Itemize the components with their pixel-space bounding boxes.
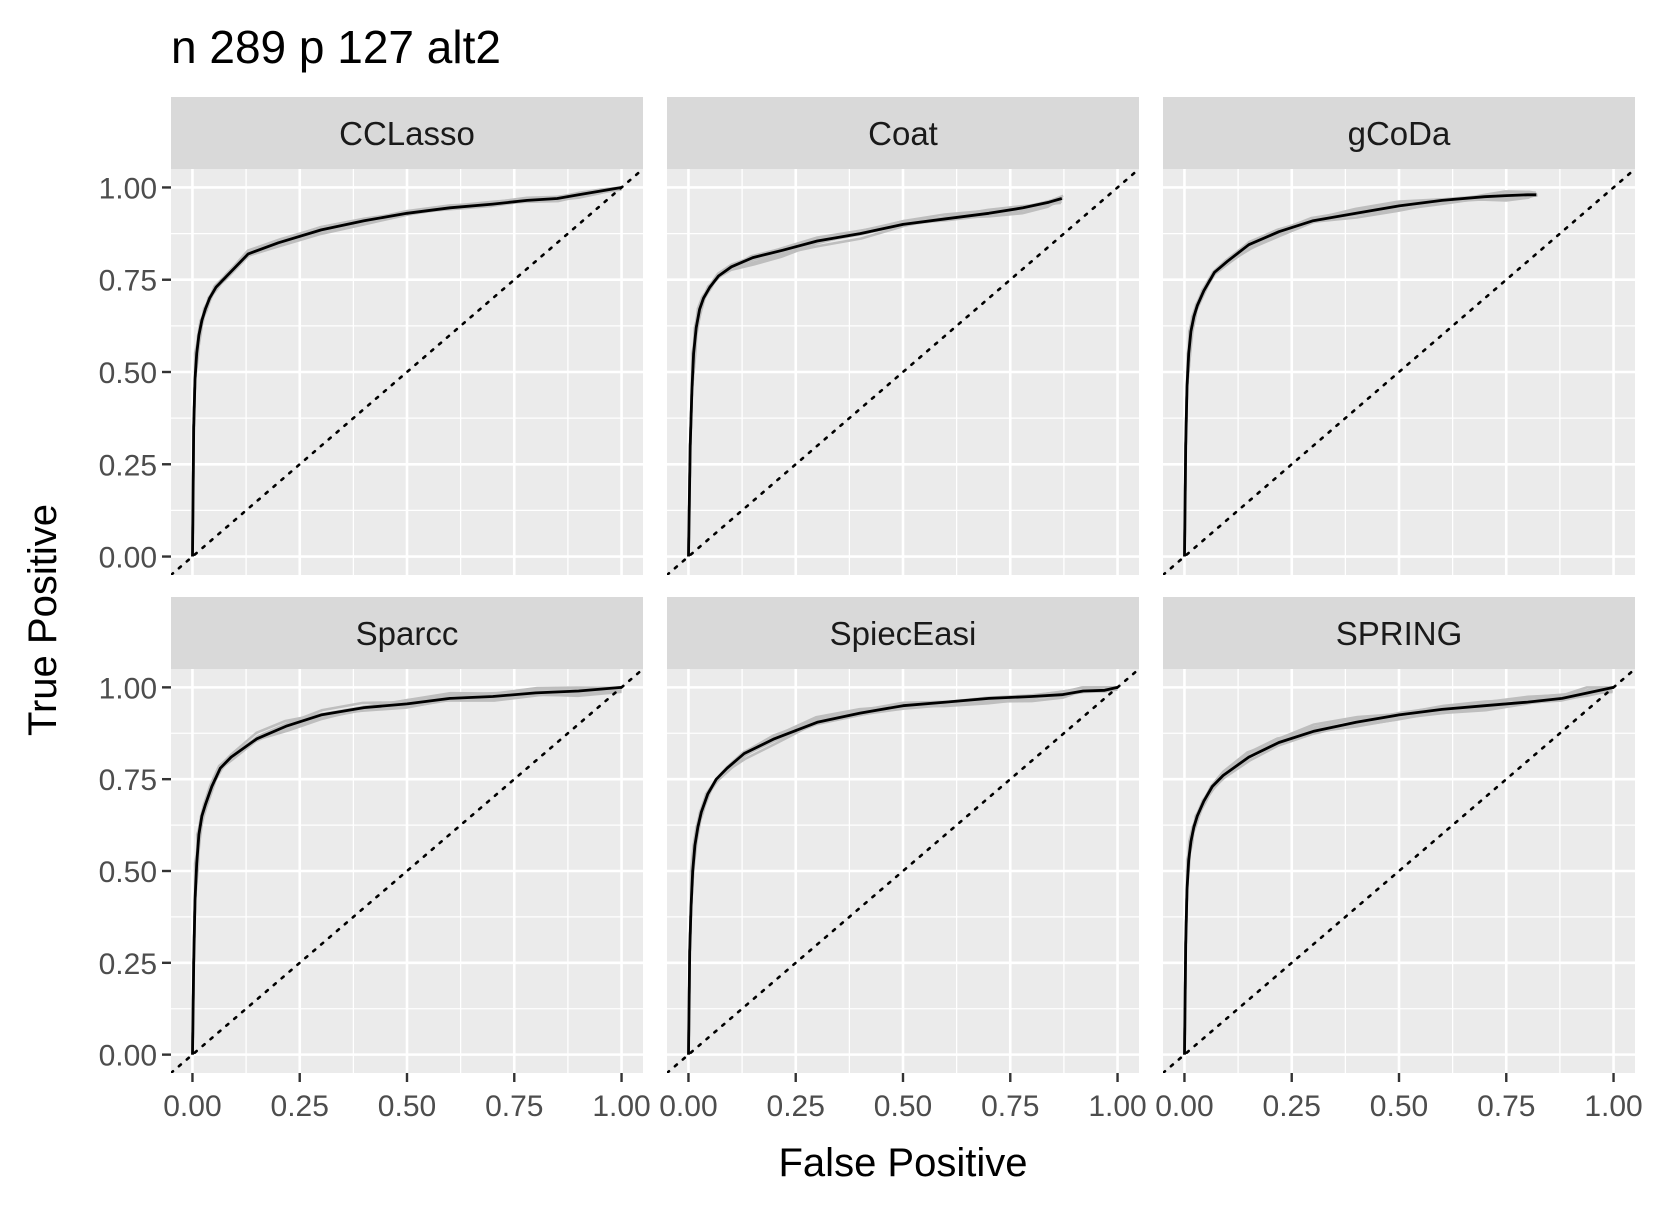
diagonal-reference-line [171, 169, 643, 575]
grid-lines [1163, 669, 1635, 1073]
y-axis: 0.00 0.25 0.50 0.75 1.00 [99, 172, 171, 575]
x-tick-label: 0.75 [1477, 1090, 1535, 1123]
y-tick-label: 0.25 [99, 449, 157, 482]
y-axis: 0.00 0.25 0.50 0.75 1.00 [99, 672, 171, 1073]
strip-label: Coat [868, 115, 938, 152]
x-tick-label: 1.00 [592, 1090, 650, 1123]
strip-label: SPRING [1336, 615, 1463, 652]
x-axis: 0.00 0.25 0.50 0.75 1.00 [1155, 1073, 1643, 1123]
panel-coat: Coat [667, 97, 1139, 575]
x-tick-label: 1.00 [1088, 1090, 1146, 1123]
curves [171, 669, 643, 1073]
y-tick-label: 1.00 [99, 672, 157, 705]
diagonal-reference-line [667, 169, 1139, 575]
x-tick-label: 0.50 [1370, 1090, 1428, 1123]
mean-roc-curve [687, 197, 1063, 557]
strip-label: SpiecEasi [830, 615, 977, 652]
strip-background [171, 597, 643, 669]
panel-spieceasi: SpiecEasi 0.00 0.25 0.50 0.75 1.00 [659, 597, 1147, 1123]
facet-panels: CCLasso 0.00 0.25 0.50 0.75 1.00 Coat gCoDa Spar… [99, 97, 1643, 1123]
diagonal-reference-line [1163, 669, 1635, 1073]
mean-roc-curve [1183, 193, 1537, 557]
panel-spring: SPRING 0.00 0.25 0.50 0.75 1.00 [1155, 597, 1643, 1123]
strip-label: CCLasso [339, 115, 475, 152]
x-tick-label: 0.00 [1155, 1090, 1213, 1123]
strip-label: gCoDa [1348, 115, 1451, 152]
strip-background [667, 97, 1139, 169]
x-tick-label: 0.50 [378, 1090, 436, 1123]
x-tick-label: 0.00 [659, 1090, 717, 1123]
panel-gcoda: gCoDa [1163, 97, 1635, 575]
y-tick-label: 0.25 [99, 948, 157, 981]
y-tick-label: 0.50 [99, 856, 157, 889]
x-tick-label: 0.25 [271, 1090, 329, 1123]
x-axis: 0.00 0.25 0.50 0.75 1.00 [659, 1073, 1147, 1123]
mean-roc-curve [687, 686, 1118, 1055]
y-tick-label: 0.00 [99, 542, 157, 575]
strip-background [667, 597, 1139, 669]
y-tick-label: 1.00 [99, 172, 157, 205]
diagonal-reference-line [1163, 169, 1635, 575]
y-axis-title: True Positive [21, 504, 65, 736]
curves [667, 669, 1139, 1073]
x-tick-label: 1.00 [1584, 1090, 1642, 1123]
x-tick-label: 0.75 [981, 1090, 1039, 1123]
x-tick-label: 0.25 [1263, 1090, 1321, 1123]
panel-cclasso: CCLasso 0.00 0.25 0.50 0.75 1.00 [99, 97, 643, 575]
strip-label: Sparcc [356, 615, 459, 652]
curves [171, 169, 643, 575]
mean-roc-curve [1183, 686, 1614, 1055]
x-axis-title: False Positive [779, 1141, 1028, 1185]
curves [1163, 169, 1635, 575]
strip-background [1163, 597, 1635, 669]
x-tick-label: 0.50 [874, 1090, 932, 1123]
curves [1163, 669, 1635, 1073]
y-tick-label: 0.75 [99, 764, 157, 797]
curves [667, 169, 1139, 575]
x-axis: 0.00 0.25 0.50 0.75 1.00 [163, 1073, 651, 1123]
y-tick-label: 0.50 [99, 357, 157, 390]
diagonal-reference-line [171, 669, 643, 1073]
y-tick-label: 0.00 [99, 1040, 157, 1073]
strip-background [1163, 97, 1635, 169]
mean-roc-curve [191, 186, 622, 557]
diagonal-reference-line [667, 669, 1139, 1073]
chart-title: n 289 p 127 alt2 [171, 21, 501, 73]
strip-background [171, 97, 643, 169]
mean-roc-curve [191, 686, 622, 1055]
x-tick-label: 0.00 [163, 1090, 221, 1123]
grid-lines [171, 169, 643, 575]
y-tick-label: 0.75 [99, 265, 157, 298]
x-tick-label: 0.25 [767, 1090, 825, 1123]
x-tick-label: 0.75 [485, 1090, 543, 1123]
